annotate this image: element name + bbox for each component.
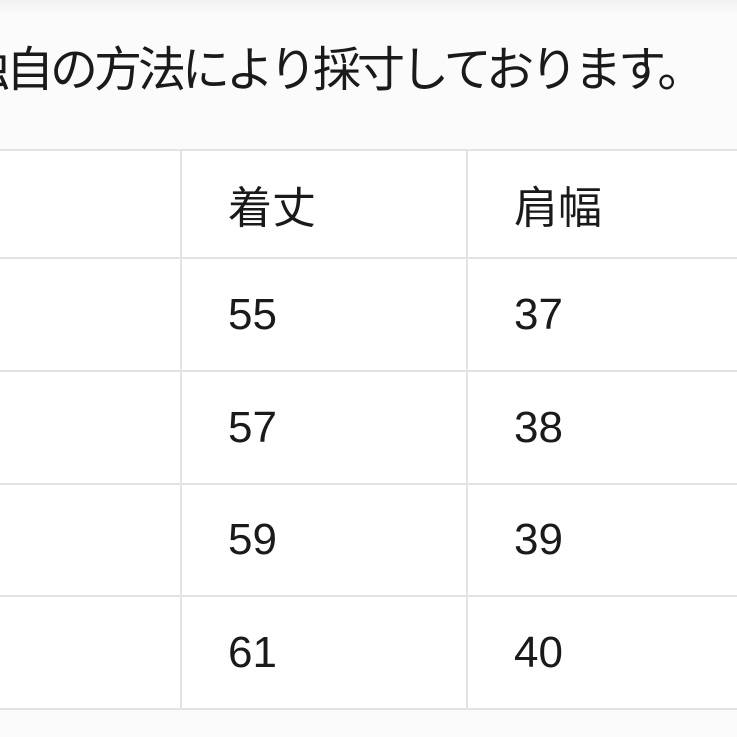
- cell-length: 61: [182, 597, 468, 710]
- cell-shoulder-width: 38: [468, 372, 737, 485]
- cell-shoulder-width: 40: [468, 597, 737, 710]
- top-fade-band: [0, 0, 737, 14]
- col-header-length: 着丈: [182, 151, 468, 259]
- cell-length: 59: [182, 485, 468, 597]
- col-header-shoulder-width: 肩幅: [468, 151, 737, 259]
- row-label-cell: [0, 372, 182, 485]
- size-chart-table: 着丈 肩幅 55 37 57 38 59 39 61 40: [0, 149, 737, 710]
- measurement-note-text: 独自の方法により採寸しております。: [0, 44, 705, 97]
- row-label-cell: [0, 597, 182, 710]
- cell-shoulder-width: 39: [468, 485, 737, 597]
- cell-shoulder-width: 37: [468, 259, 737, 372]
- row-label-cell: [0, 485, 182, 597]
- row-label-cell: [0, 259, 182, 372]
- cell-length: 55: [182, 259, 468, 372]
- col-header-size: [0, 151, 182, 259]
- cell-length: 57: [182, 372, 468, 485]
